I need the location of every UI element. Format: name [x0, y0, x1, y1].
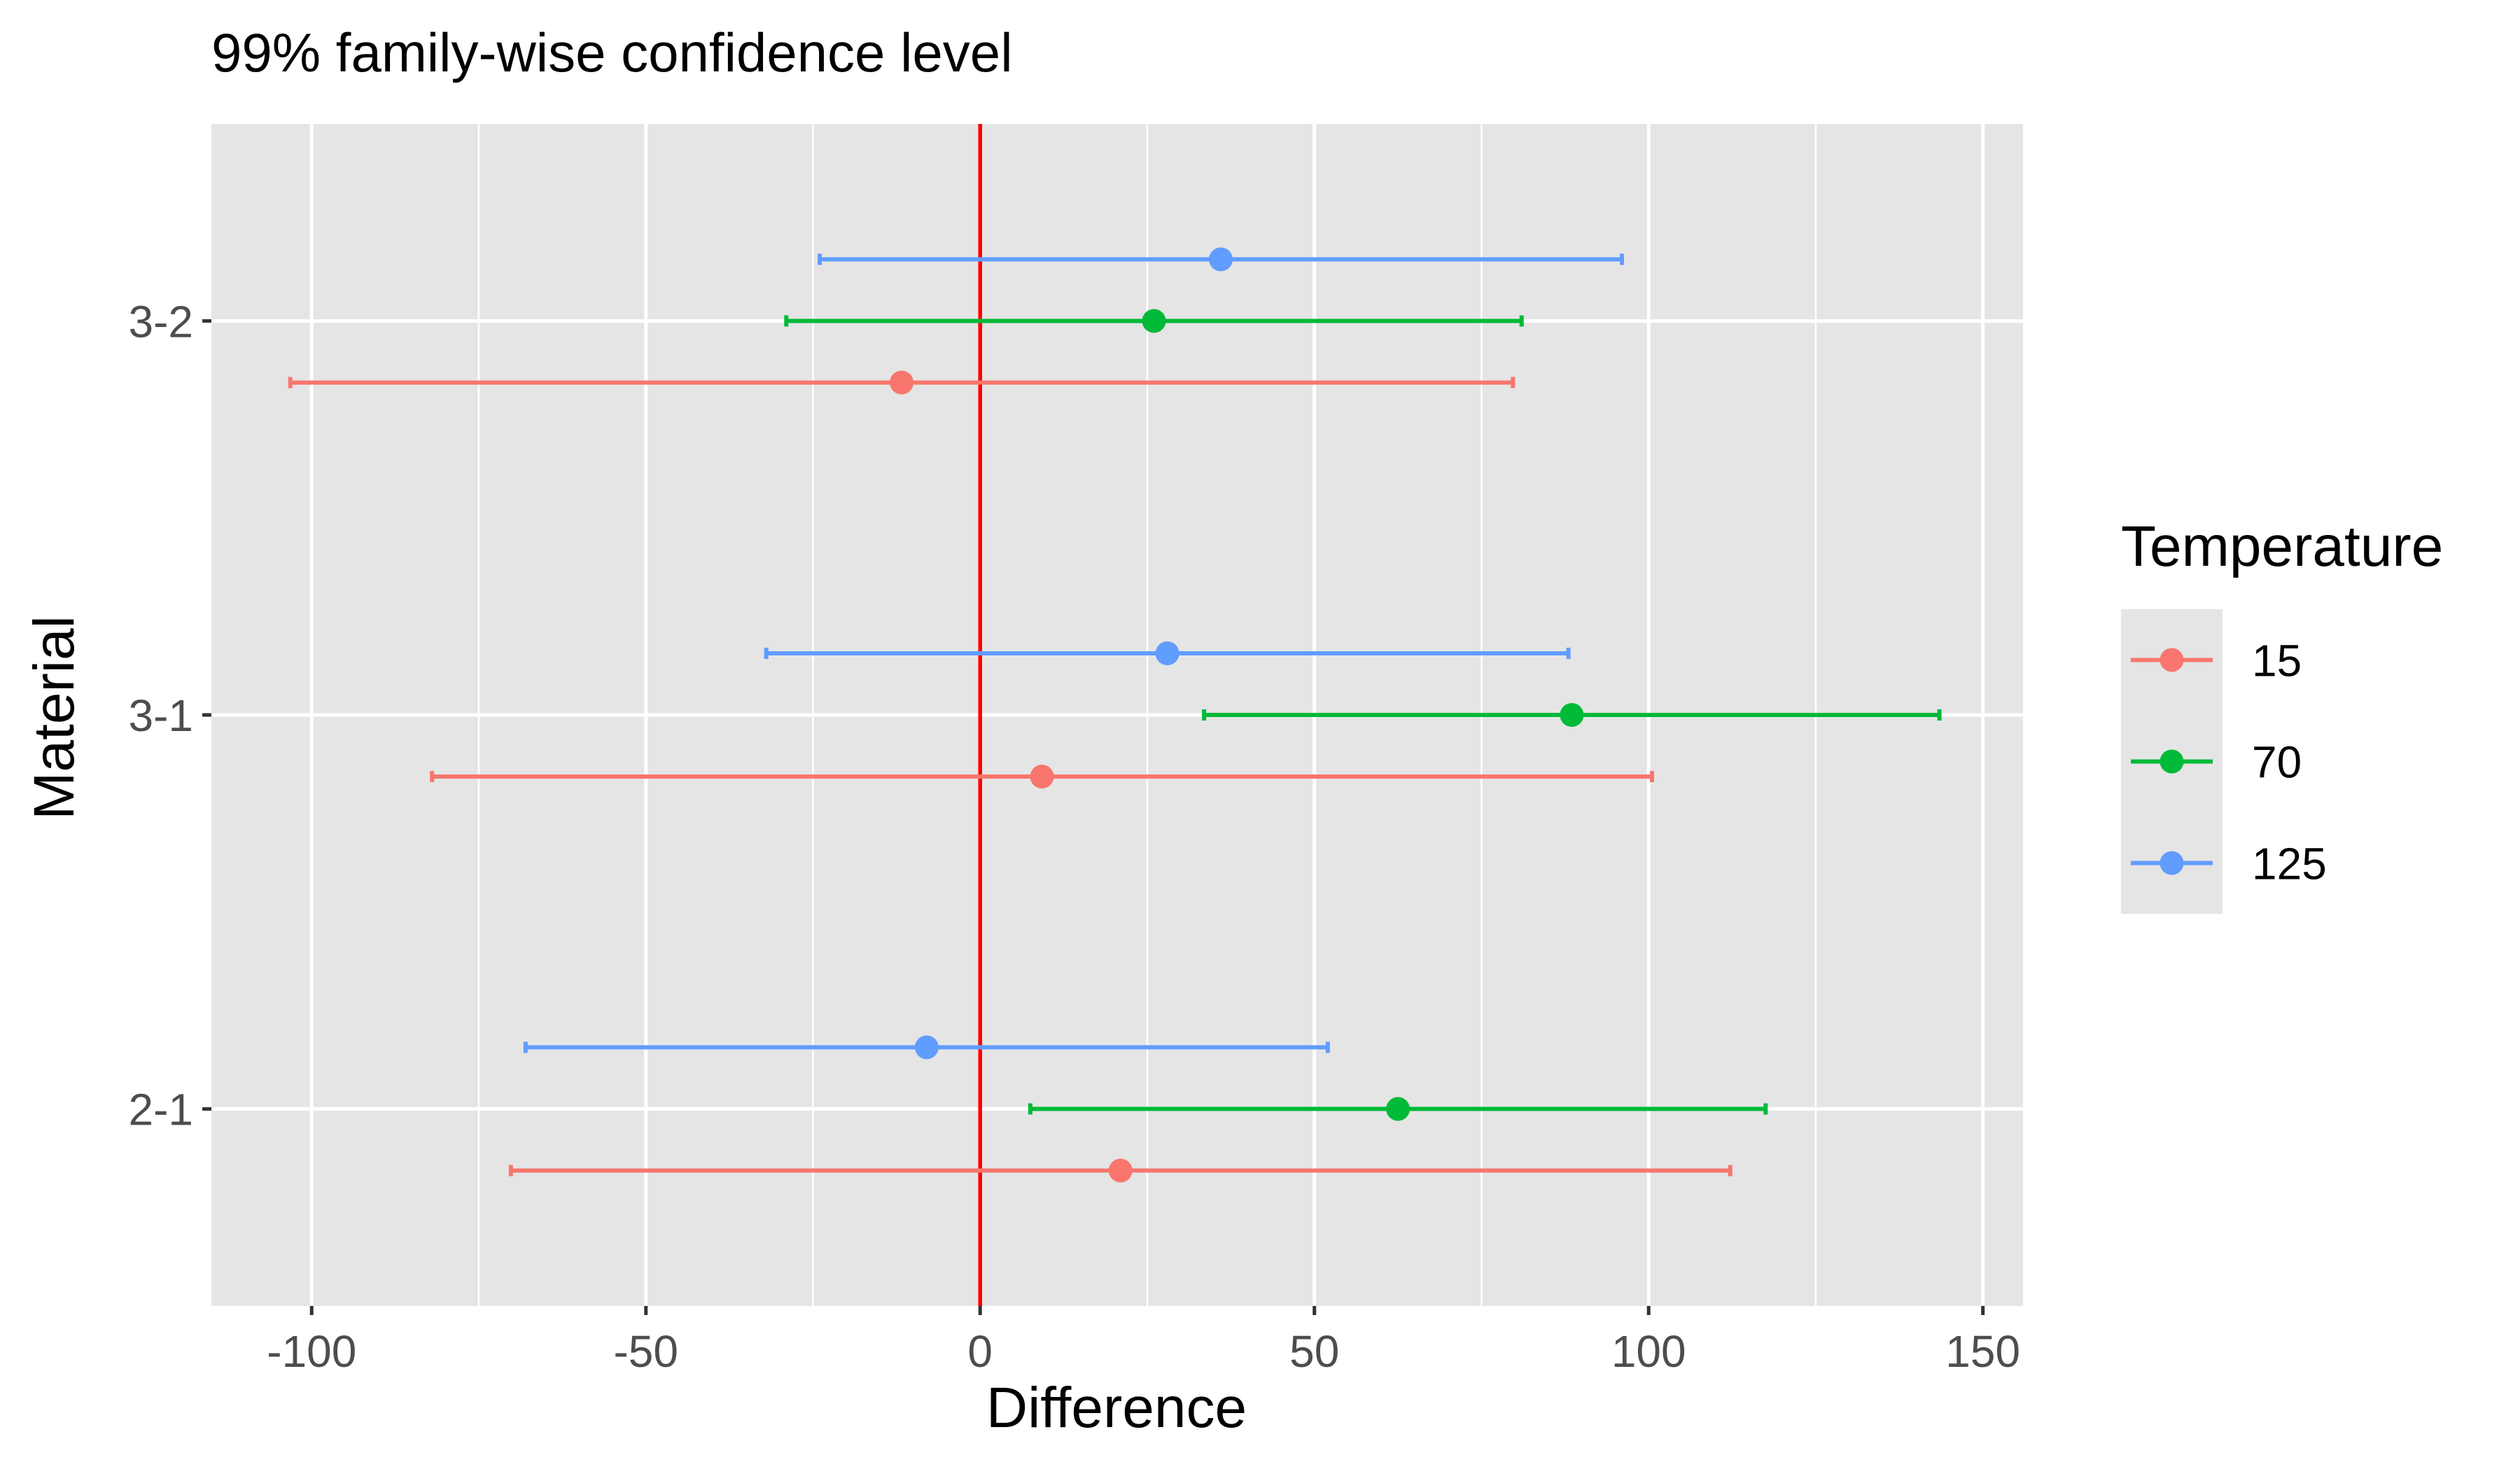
legend-label: 15 — [2252, 636, 2302, 686]
legend: Temperature 15 70 125 — [2121, 515, 2443, 914]
x-axis-title: Difference — [986, 1376, 1247, 1440]
legend-key-point — [2160, 749, 2184, 774]
legend-title: Temperature — [2121, 515, 2443, 578]
legend-label: 125 — [2252, 839, 2327, 889]
y-tick-label: 3-1 — [129, 690, 194, 741]
series-70 — [784, 309, 1942, 1121]
point-estimate — [1155, 641, 1180, 665]
x-tick-label: -100 — [267, 1326, 356, 1377]
point-estimate — [1560, 703, 1584, 727]
point-estimate — [914, 1035, 939, 1059]
series-125 — [523, 247, 1625, 1059]
x-tick-label: 100 — [1611, 1326, 1686, 1377]
point-estimate — [1209, 247, 1233, 272]
point-estimate — [1142, 309, 1166, 333]
chart-title: 99% family-wise confidence level — [211, 22, 1013, 83]
y-axis-title: Material — [22, 616, 86, 820]
x-tick-label: 150 — [1945, 1326, 2020, 1377]
x-tick-label: 0 — [967, 1326, 993, 1377]
legend-label: 70 — [2252, 737, 2302, 788]
y-axis: 2-1 3-1 3-2 — [129, 296, 211, 1135]
legend-key-point — [2160, 648, 2184, 672]
point-estimate — [1386, 1097, 1410, 1121]
legend-key-point — [2160, 851, 2184, 875]
chart-marks — [288, 247, 1942, 1183]
x-tick-label: 50 — [1289, 1326, 1339, 1377]
point-estimate — [1030, 765, 1054, 788]
x-axis: -100 -50 0 50 100 150 — [267, 1306, 2020, 1377]
y-tick-label: 3-2 — [129, 296, 194, 347]
point-estimate — [1108, 1158, 1133, 1183]
point-estimate — [890, 370, 914, 395]
y-tick-label: 2-1 — [129, 1085, 194, 1135]
x-tick-label: -50 — [613, 1326, 678, 1377]
series-15 — [288, 370, 1732, 1183]
